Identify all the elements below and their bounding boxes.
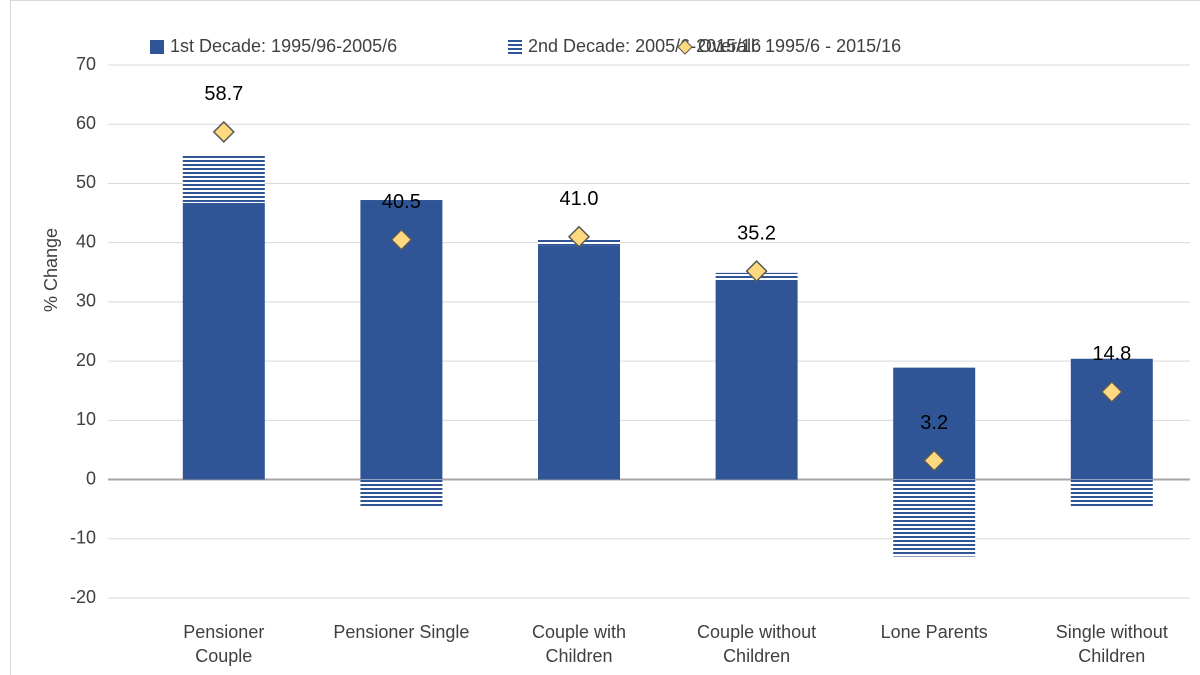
border bbox=[10, 0, 1200, 675]
data-label: 58.7 bbox=[204, 83, 243, 105]
legend-swatch bbox=[150, 40, 164, 54]
bar bbox=[182, 155, 265, 203]
x-tick-label: Pensioner Couple bbox=[183, 622, 265, 666]
y-tick-label: 0 bbox=[86, 468, 96, 488]
legend-label: 2nd Decade: 2005/6-2015/16 bbox=[528, 36, 761, 56]
marker bbox=[212, 120, 235, 143]
marker bbox=[390, 228, 413, 251]
data-label: 35.2 bbox=[737, 222, 776, 244]
y-tick-label: 60 bbox=[76, 113, 96, 133]
y-axis-label: % Change bbox=[41, 228, 61, 312]
x-tick-label: Single without Children bbox=[1055, 622, 1168, 666]
legend-swatch bbox=[508, 40, 522, 54]
y-tick-label: -10 bbox=[70, 528, 96, 548]
legend-label: 1st Decade: 1995/96-2005/6 bbox=[170, 36, 397, 56]
y-tick-label: 30 bbox=[76, 291, 96, 311]
data-label: 41.0 bbox=[560, 188, 599, 210]
y-tick-label: 20 bbox=[76, 350, 96, 370]
x-tick-label: Couple without Children bbox=[697, 622, 817, 666]
x-tick-label: Pensioner Single bbox=[333, 622, 470, 642]
marker bbox=[745, 260, 768, 283]
x-tick-label: Lone Parents bbox=[880, 622, 988, 642]
y-tick-label: 70 bbox=[76, 54, 96, 74]
data-label: 40.5 bbox=[382, 191, 421, 213]
bar bbox=[1070, 358, 1153, 480]
bar bbox=[538, 245, 620, 480]
legend-label: Overall: 1995/6 - 2015/16 bbox=[698, 36, 901, 56]
marker bbox=[923, 449, 946, 472]
bar bbox=[893, 479, 976, 557]
marker bbox=[1100, 380, 1123, 403]
y-tick-label: -20 bbox=[70, 587, 96, 607]
bar bbox=[182, 202, 265, 480]
y-tick-label: 50 bbox=[76, 172, 96, 192]
y-tick-label: 10 bbox=[76, 409, 96, 429]
legend-marker bbox=[677, 39, 693, 55]
x-tick-label: Couple with Children bbox=[531, 622, 627, 666]
bar bbox=[1070, 479, 1153, 507]
bar bbox=[715, 279, 798, 480]
data-label: 3.2 bbox=[920, 412, 948, 434]
bar bbox=[360, 479, 443, 507]
marker bbox=[567, 225, 591, 248]
data-label: 14.8 bbox=[1092, 343, 1131, 365]
y-tick-label: 40 bbox=[76, 231, 96, 251]
